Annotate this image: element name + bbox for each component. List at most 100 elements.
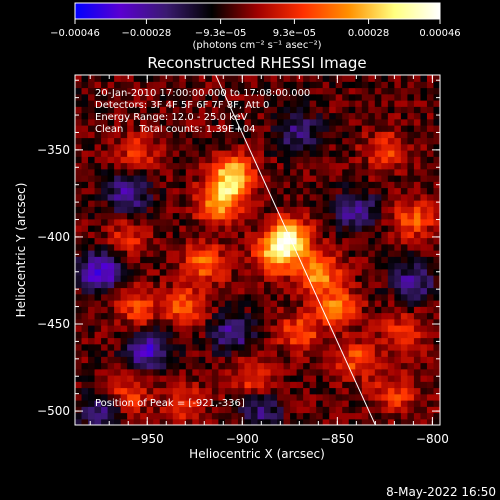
heatmap-cell [407,143,415,151]
heatmap-cell [81,106,89,114]
heatmap-cell [303,362,311,370]
heatmap-cell [140,281,148,289]
heatmap-cell [329,243,337,251]
heatmap-cell [133,168,141,176]
heatmap-cell [270,93,278,101]
heatmap-cell [296,100,304,107]
heatmap-cell [146,387,154,395]
heatmap-cell [153,231,161,239]
heatmap-cell [264,237,272,245]
heatmap-cell [283,375,291,382]
heatmap-cell [101,175,109,182]
heatmap-cell [355,206,363,214]
heatmap-cell [368,406,376,414]
heatmap-cell [231,337,239,345]
heatmap-cell [283,287,291,295]
heatmap-cell [179,237,187,245]
heatmap-cell [335,150,343,157]
heatmap-cell [348,193,356,201]
heatmap-cell [283,87,291,95]
heatmap-cell [192,237,200,245]
heatmap-cell [387,75,395,82]
heatmap-cell [172,206,180,214]
heatmap-cell [153,375,161,382]
heatmap-cell [413,143,422,151]
heatmap-cell [172,75,180,82]
heatmap-cell [244,331,252,339]
heatmap-cell [257,293,265,301]
heatmap-cell [368,362,376,370]
heatmap-cell [374,368,382,376]
heatmap-cell [211,331,219,339]
heatmap-cell [146,106,154,114]
heatmap-cell [394,350,402,357]
heatmap-cell [211,156,219,164]
heatmap-cell [426,331,435,339]
heatmap-cell [283,362,291,370]
heatmap-cell [277,175,285,182]
heatmap-cell [81,300,89,307]
heatmap-cell [114,193,122,201]
heatmap-cell [309,125,317,132]
heatmap-cell [342,93,350,101]
heatmap-cell [88,118,96,126]
heatmap-cell [322,281,330,289]
heatmap-cell [198,81,206,89]
heatmap-cell [426,218,435,226]
heatmap-cell [153,81,161,89]
heatmap-cell [394,393,402,401]
heatmap-cell [75,143,83,151]
heatmap-cell [120,393,128,401]
heatmap-cell [224,225,233,232]
heatmap-cell [224,393,233,401]
heatmap-cell [198,275,206,282]
heatmap-cell [114,181,122,189]
heatmap-cell [387,81,395,89]
heatmap-cell [153,206,161,214]
heatmap-cell [205,268,213,276]
heatmap-cell [296,181,304,189]
heatmap-cell [198,231,206,239]
heatmap-cell [88,375,96,382]
heatmap-cell [166,418,174,425]
heatmap-cell [244,87,252,95]
heatmap-cell [394,418,402,425]
heatmap-cell [133,75,141,82]
heatmap-cell [374,106,382,114]
heatmap-cell [394,287,402,295]
heatmap-cell [270,268,278,276]
heatmap-cell [426,143,435,151]
heatmap-cell [153,243,161,251]
heatmap-cell [361,393,369,401]
heatmap-cell [179,156,187,164]
heatmap-cell [316,331,324,339]
heatmap-cell [250,93,259,101]
heatmap-cell [426,375,435,382]
heatmap-cell [368,400,376,407]
heatmap-cell [309,381,317,389]
heatmap-cell [244,387,252,395]
heatmap-cell [101,193,109,201]
heatmap-cell [264,400,272,407]
heatmap-cell [348,356,356,364]
heatmap-cell [244,125,252,132]
heatmap-cell [426,118,435,126]
heatmap-cell [329,268,337,276]
heatmap-cell [433,162,440,170]
heatmap-cell [81,100,89,107]
heatmap-cell [107,406,115,414]
heatmap-cell [329,256,337,264]
heatmap-cell [250,118,259,126]
heatmap-cell [218,400,226,407]
heatmap-cell [342,106,350,114]
heatmap-cell [140,393,148,401]
y-tick-label: −350 [37,143,70,157]
heatmap-cell [309,418,317,425]
heatmap-cell [420,275,428,282]
heatmap-cell [270,350,278,357]
heatmap-cell [101,312,109,320]
heatmap-cell [172,362,180,370]
heatmap-cell [290,143,298,151]
heatmap-cell [185,306,193,314]
heatmap-cell [172,193,180,201]
